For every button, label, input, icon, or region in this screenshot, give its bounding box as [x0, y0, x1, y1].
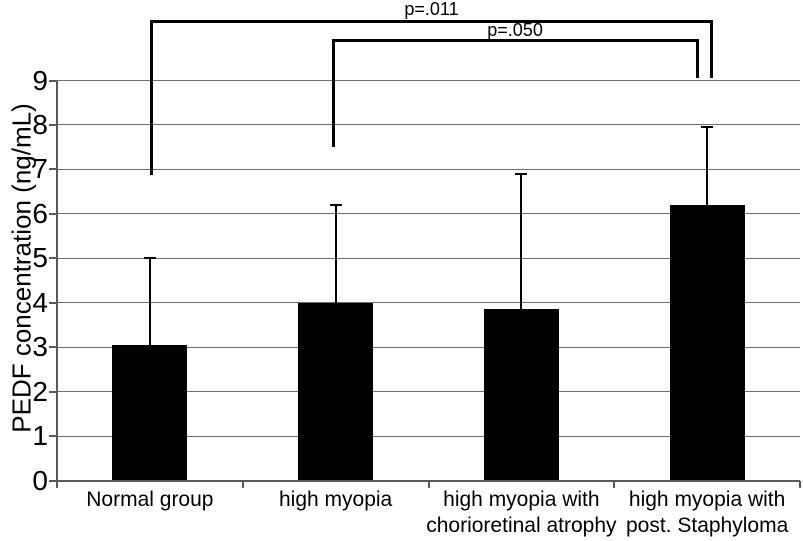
significance-bracket-0-left — [150, 19, 154, 175]
error-bar-2 — [520, 173, 523, 310]
category-label-line: Normal group — [86, 488, 214, 511]
category-label-0: Normal group — [35, 487, 265, 513]
error-bar-3 — [706, 127, 709, 205]
y-tick-1 — [49, 435, 57, 438]
significance-bracket-0-right — [709, 19, 713, 78]
bar-1 — [298, 302, 374, 481]
y-tick-label-0: 0 — [32, 464, 48, 496]
p-value-label-0: p=.011 — [404, 0, 459, 19]
y-tick-4 — [49, 301, 57, 304]
error-bar-1 — [334, 204, 337, 303]
x-tick-4 — [799, 480, 801, 488]
category-label-line: high myopia — [279, 488, 393, 511]
category-label-1: high myopia — [221, 487, 451, 513]
significance-bracket-1-left — [331, 38, 335, 147]
y-tick-label-6: 6 — [32, 197, 48, 229]
error-bar-cap-0 — [143, 257, 156, 260]
x-tick-3 — [613, 480, 616, 488]
significance-bracket-0-top — [150, 19, 713, 23]
p-value-label-1: p=.050 — [487, 20, 543, 40]
x-tick-1 — [241, 480, 244, 488]
gridline-y2 — [57, 391, 800, 393]
y-tick-3 — [49, 346, 57, 349]
gridline-y5 — [57, 257, 800, 259]
category-label-line: high myopia with — [443, 488, 600, 511]
y-tick-label-7: 7 — [32, 153, 48, 185]
y-tick-8 — [49, 123, 57, 126]
significance-bracket-1-right — [695, 38, 699, 78]
y-tick-7 — [49, 168, 57, 171]
error-bar-0 — [148, 258, 151, 345]
y-tick-label-9: 9 — [32, 64, 48, 96]
y-tick-0 — [49, 479, 57, 482]
category-label-line: post. Staphyloma — [625, 514, 789, 537]
y-tick-label-2: 2 — [32, 375, 48, 407]
y-tick-label-3: 3 — [32, 331, 48, 363]
x-tick-2 — [427, 480, 430, 488]
y-axis-line — [56, 80, 58, 483]
gridline-y7 — [57, 168, 800, 170]
y-tick-6 — [49, 212, 57, 215]
y-tick-label-8: 8 — [32, 108, 48, 140]
x-tick-0 — [56, 480, 58, 488]
gridline-y3 — [57, 346, 800, 348]
error-bar-cap-1 — [329, 203, 342, 206]
category-label-line: chorioretinal atrophy — [426, 514, 617, 537]
gridline-y8 — [57, 124, 800, 126]
bar-3 — [669, 204, 745, 481]
category-label-3: high myopia with post. Staphyloma — [592, 487, 803, 539]
y-tick-label-4: 4 — [32, 286, 48, 318]
gridline-y4 — [57, 302, 800, 304]
y-tick-9 — [49, 79, 57, 82]
bar-2 — [483, 309, 559, 481]
gridline-y6 — [57, 213, 800, 215]
category-label-line: high myopia with — [628, 488, 786, 511]
y-tick-2 — [49, 390, 57, 393]
bar-0 — [112, 344, 188, 481]
error-bar-cap-3 — [701, 126, 714, 129]
y-tick-label-5: 5 — [32, 242, 48, 274]
significance-bracket-1-top — [331, 38, 699, 42]
gridline-y9 — [57, 80, 800, 82]
error-bar-cap-2 — [515, 172, 528, 175]
gridline-y1 — [57, 435, 800, 437]
y-tick-5 — [49, 257, 57, 260]
category-label-2: high myopia with chorioretinal atrophy — [406, 487, 636, 539]
y-tick-label-1: 1 — [32, 420, 48, 452]
